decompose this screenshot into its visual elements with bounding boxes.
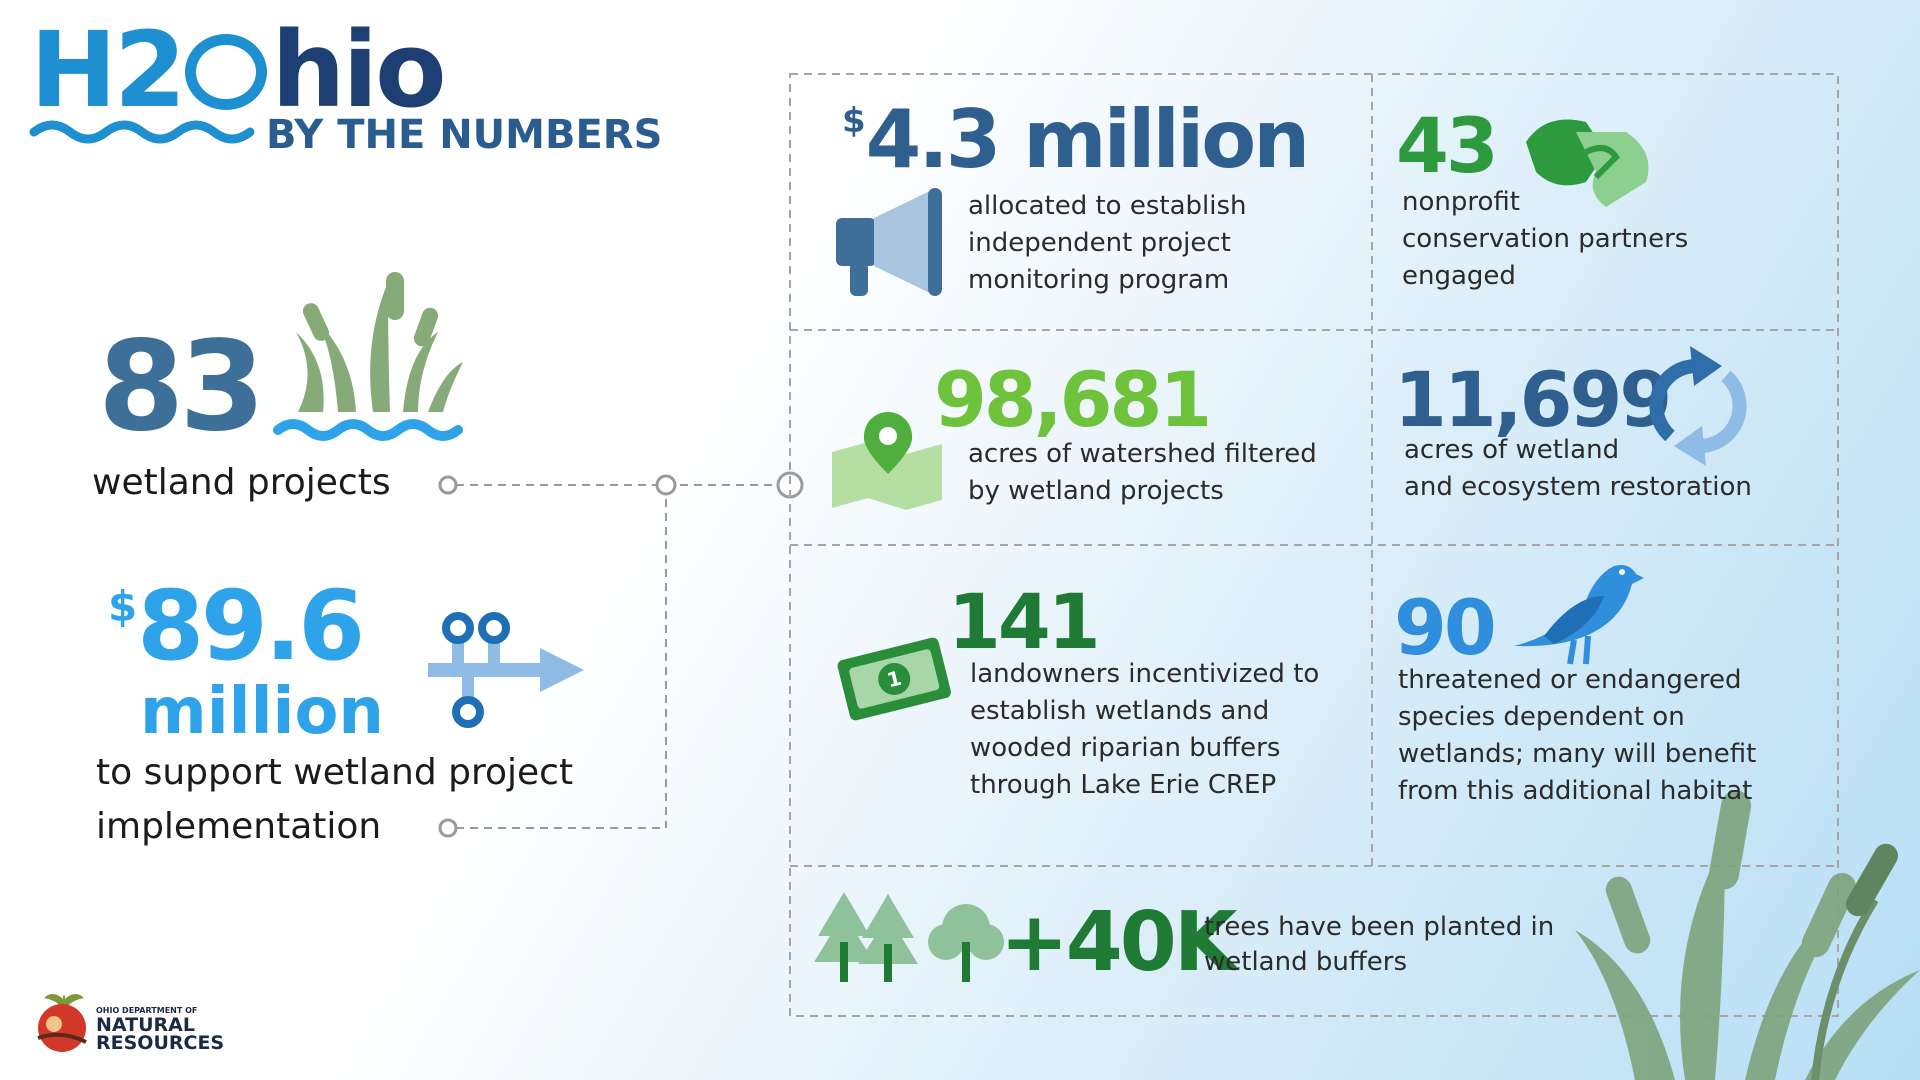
- wetland-projects-label: wetland projects: [92, 462, 391, 503]
- partners-value: 43: [1396, 101, 1499, 190]
- monitoring-currency: $: [842, 101, 866, 141]
- logo-o-ring: [185, 34, 268, 110]
- funding-label-line2: implementation: [96, 806, 382, 847]
- restoration-description: acres of wetland and ecosystem restorati…: [1404, 435, 1752, 502]
- map-pin-icon: [832, 412, 942, 510]
- species-description: threatened or endangered species depende…: [1398, 665, 1757, 806]
- pipeline-arrow-icon: [428, 612, 584, 728]
- logo-h2-text: H2: [30, 9, 186, 131]
- landowners-value: 141: [948, 577, 1101, 666]
- trees-value: +40K: [1000, 895, 1237, 990]
- cattail-decoration-icon: [1575, 790, 1920, 1080]
- h2ohio-logo: H2 hio: [30, 18, 447, 122]
- watershed-value: 98,681: [934, 355, 1212, 444]
- wetland-projects-number: 83: [98, 315, 266, 459]
- watershed-description: acres of watershed filtered by wetland p…: [968, 439, 1317, 506]
- landowners-description: landowners incentivized to establish wet…: [970, 659, 1320, 800]
- partners-description: nonprofit conservation partners engaged: [1402, 187, 1689, 291]
- monitoring-description: allocated to establish independent proje…: [968, 191, 1247, 295]
- cattail-plant-icon: [273, 272, 463, 441]
- trees-icon: [814, 892, 1004, 982]
- dollar-bill-icon: 1: [837, 637, 951, 721]
- logo-hio-text: hio: [271, 9, 446, 131]
- funding-number: 89.6: [137, 570, 365, 682]
- handshake-icon: [1526, 119, 1649, 207]
- odnr-line3: RESOURCES: [96, 1032, 225, 1054]
- bird-icon: [1514, 565, 1644, 665]
- trees-description: trees have been planted in wetland buffe…: [1204, 912, 1555, 977]
- funding-unit: million: [140, 675, 384, 749]
- monitoring-value: $4.3 million: [842, 100, 1310, 180]
- logo-wave-icon: [29, 120, 255, 144]
- species-value: 90: [1394, 583, 1497, 672]
- megaphone-icon: [836, 188, 942, 296]
- odnr-line2: NATURAL: [96, 1014, 195, 1036]
- funding-currency: $: [108, 582, 138, 631]
- funding-amount: $89.6: [108, 578, 365, 674]
- logo-subtitle: BY THE NUMBERS: [266, 112, 663, 158]
- funding-label-line1: to support wetland project: [96, 752, 574, 793]
- svg-text:1: 1: [885, 666, 904, 693]
- restoration-value: 11,699: [1394, 355, 1672, 444]
- refresh-arrows-icon: [1649, 346, 1747, 466]
- monitoring-value-text: 4.3 million: [865, 93, 1311, 186]
- odnr-line1: OHIO DEPARTMENT OF: [96, 1006, 198, 1015]
- odnr-buckeye-icon: [37, 994, 87, 1052]
